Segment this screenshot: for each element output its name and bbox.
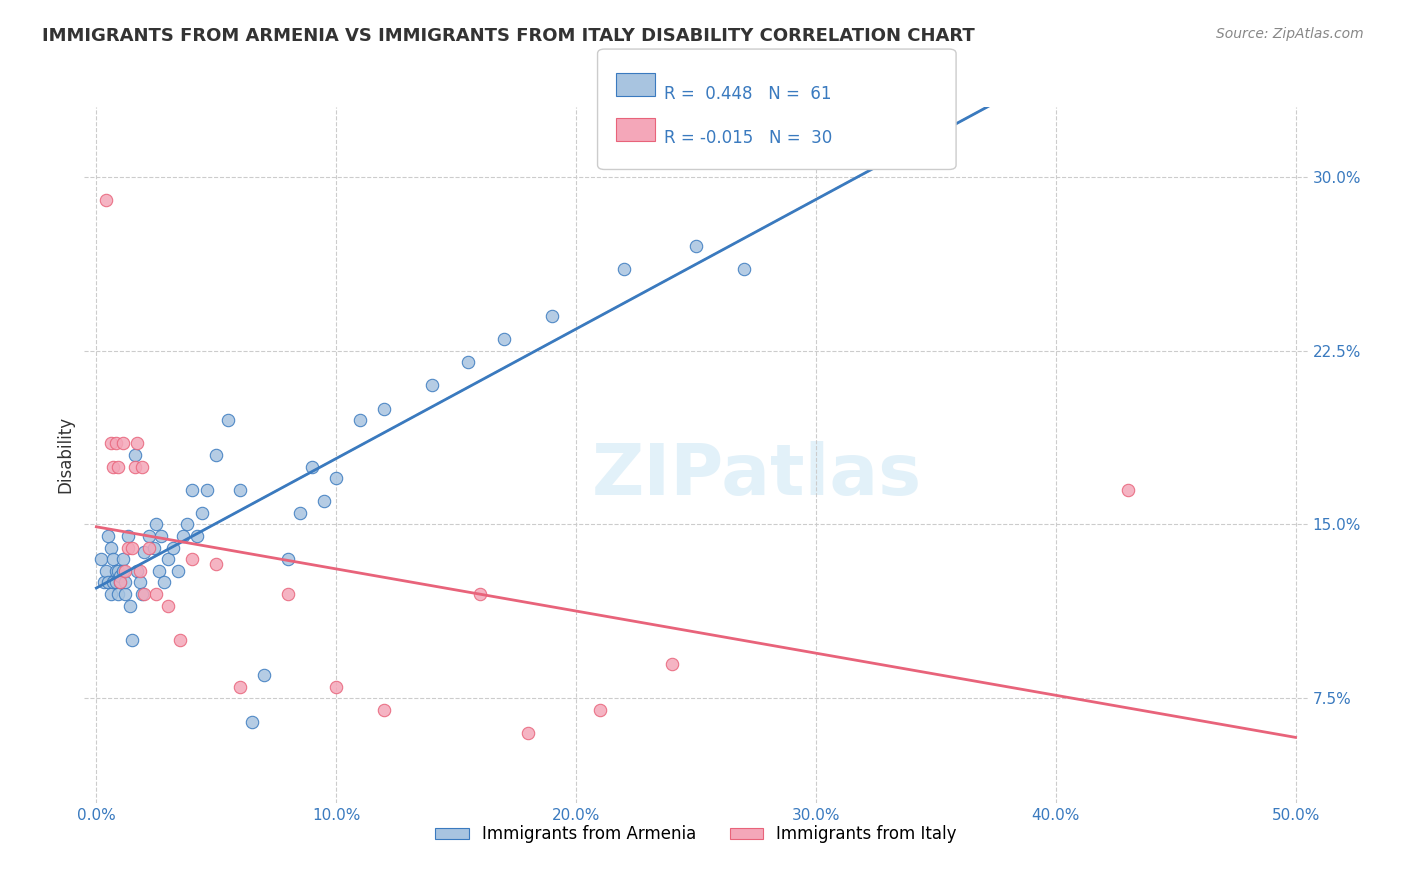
Point xyxy=(517,726,540,740)
Point xyxy=(138,529,160,543)
Point xyxy=(157,552,180,566)
Point xyxy=(661,657,683,671)
Point xyxy=(613,262,636,277)
Point xyxy=(494,332,516,346)
Point xyxy=(373,703,395,717)
Point xyxy=(157,599,180,613)
Point xyxy=(148,564,170,578)
Point xyxy=(733,262,755,277)
Point xyxy=(104,436,127,450)
Point xyxy=(240,714,263,729)
Point xyxy=(117,541,139,555)
Point xyxy=(457,355,479,369)
Point xyxy=(128,564,150,578)
Point xyxy=(127,564,149,578)
Point xyxy=(121,541,143,555)
Point xyxy=(90,552,112,566)
Point xyxy=(145,517,167,532)
Point xyxy=(150,529,173,543)
Point xyxy=(169,633,191,648)
Point xyxy=(541,309,564,323)
Point xyxy=(134,545,156,559)
Point xyxy=(107,564,129,578)
Point xyxy=(114,587,136,601)
Text: IMMIGRANTS FROM ARMENIA VS IMMIGRANTS FROM ITALY DISABILITY CORRELATION CHART: IMMIGRANTS FROM ARMENIA VS IMMIGRANTS FR… xyxy=(42,27,974,45)
Point xyxy=(118,599,141,613)
Legend: Immigrants from Armenia, Immigrants from Italy: Immigrants from Armenia, Immigrants from… xyxy=(429,819,963,850)
Point xyxy=(124,448,146,462)
Point xyxy=(468,587,491,601)
Point xyxy=(128,575,150,590)
Point xyxy=(121,633,143,648)
Point xyxy=(142,541,165,555)
Point xyxy=(138,541,160,555)
Point xyxy=(101,552,124,566)
Point xyxy=(176,517,198,532)
Point xyxy=(325,471,347,485)
Point xyxy=(131,459,153,474)
Point xyxy=(104,564,127,578)
Point xyxy=(110,575,132,590)
Point xyxy=(195,483,218,497)
Point xyxy=(110,568,132,582)
Y-axis label: Disability: Disability xyxy=(56,417,75,493)
Point xyxy=(101,459,124,474)
Point xyxy=(290,506,312,520)
Point xyxy=(277,587,299,601)
Point xyxy=(420,378,443,392)
Point xyxy=(93,575,115,590)
Point xyxy=(100,587,122,601)
Point xyxy=(277,552,299,566)
Point xyxy=(229,680,252,694)
Point xyxy=(104,575,127,590)
Point xyxy=(349,413,371,427)
Point xyxy=(314,494,336,508)
Point xyxy=(134,587,156,601)
Point xyxy=(94,564,117,578)
Point xyxy=(111,436,134,450)
Point xyxy=(172,529,194,543)
Point xyxy=(117,529,139,543)
Point xyxy=(685,239,707,253)
Point xyxy=(110,575,132,590)
Point xyxy=(229,483,252,497)
Point xyxy=(107,459,129,474)
Point xyxy=(101,575,124,590)
Point xyxy=(162,541,184,555)
Point xyxy=(111,552,134,566)
Text: ZIPatlas: ZIPatlas xyxy=(592,442,922,510)
Point xyxy=(152,575,174,590)
Text: Source: ZipAtlas.com: Source: ZipAtlas.com xyxy=(1216,27,1364,41)
Point xyxy=(94,193,117,207)
Point xyxy=(124,459,146,474)
Point xyxy=(114,564,136,578)
Point xyxy=(373,401,395,416)
Point xyxy=(589,703,612,717)
Point xyxy=(97,575,120,590)
Point xyxy=(100,436,122,450)
Point xyxy=(253,668,276,682)
Point xyxy=(111,564,134,578)
Point xyxy=(217,413,239,427)
Point xyxy=(127,436,149,450)
Point xyxy=(205,448,228,462)
Point xyxy=(205,557,228,571)
Point xyxy=(107,587,129,601)
Point xyxy=(325,680,347,694)
Point xyxy=(167,564,190,578)
Point xyxy=(181,552,204,566)
Point xyxy=(1116,483,1139,497)
Point xyxy=(114,575,136,590)
Point xyxy=(97,529,120,543)
Text: R = -0.015   N =  30: R = -0.015 N = 30 xyxy=(664,129,832,147)
Point xyxy=(301,459,323,474)
Point xyxy=(131,587,153,601)
Text: R =  0.448   N =  61: R = 0.448 N = 61 xyxy=(664,85,831,103)
Point xyxy=(191,506,214,520)
Point xyxy=(145,587,167,601)
Point xyxy=(181,483,204,497)
Point xyxy=(100,541,122,555)
Point xyxy=(186,529,208,543)
